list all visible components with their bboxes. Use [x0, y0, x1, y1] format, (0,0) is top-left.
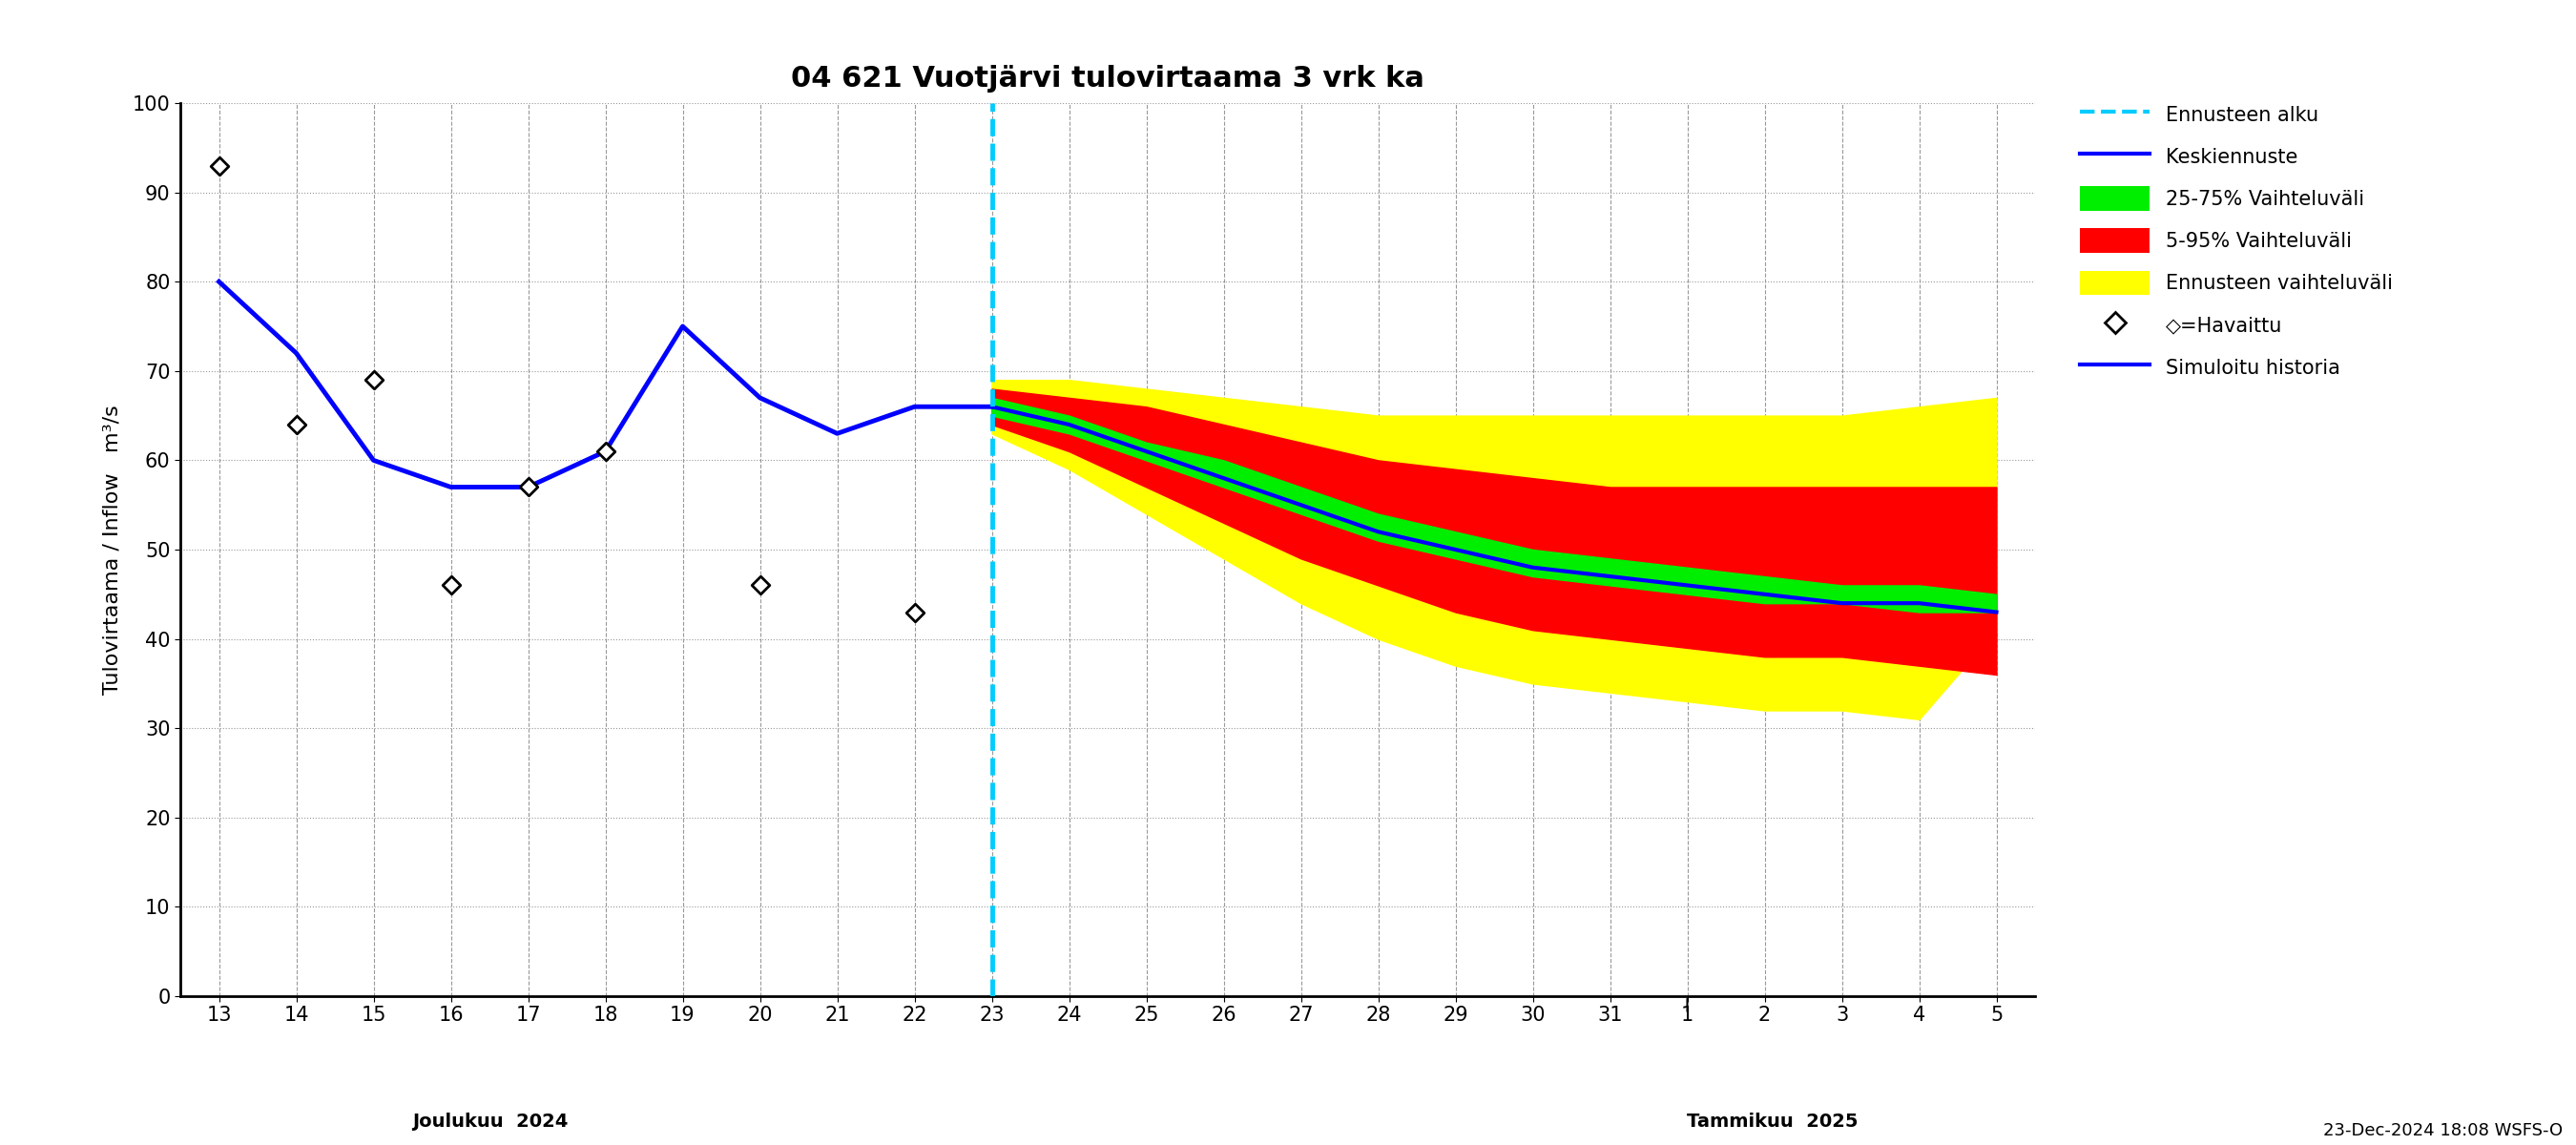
Text: 23-Dec-2024 18:08 WSFS-O: 23-Dec-2024 18:08 WSFS-O	[2324, 1122, 2563, 1139]
Point	[507, 477, 549, 496]
Legend: Ennusteen alku, Keskiennuste, 25-75% Vaihteluväli, 5-95% Vaihteluväli, Ennusteen: Ennusteen alku, Keskiennuste, 25-75% Vai…	[2071, 94, 2401, 387]
Text: Joulukuu  2024: Joulukuu 2024	[412, 1112, 569, 1130]
Point	[198, 157, 240, 175]
Point	[739, 576, 781, 594]
Point	[276, 416, 317, 434]
Point	[430, 576, 471, 594]
Point	[353, 371, 394, 389]
Y-axis label: Tulovirtaama / Inflow   m³/s: Tulovirtaama / Inflow m³/s	[103, 404, 121, 695]
Point	[894, 603, 935, 622]
Text: Tammikuu  2025: Tammikuu 2025	[1687, 1112, 1857, 1130]
Point	[585, 442, 626, 460]
Title: 04 621 Vuotjärvi tulovirtaama 3 vrk ka: 04 621 Vuotjärvi tulovirtaama 3 vrk ka	[791, 65, 1425, 93]
